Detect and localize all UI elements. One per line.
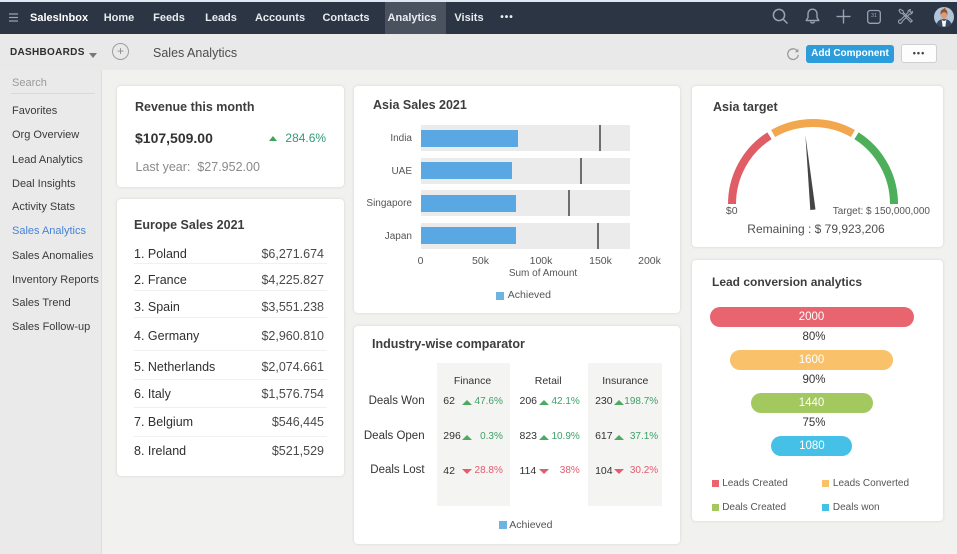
svg-text:31: 31: [871, 13, 877, 19]
